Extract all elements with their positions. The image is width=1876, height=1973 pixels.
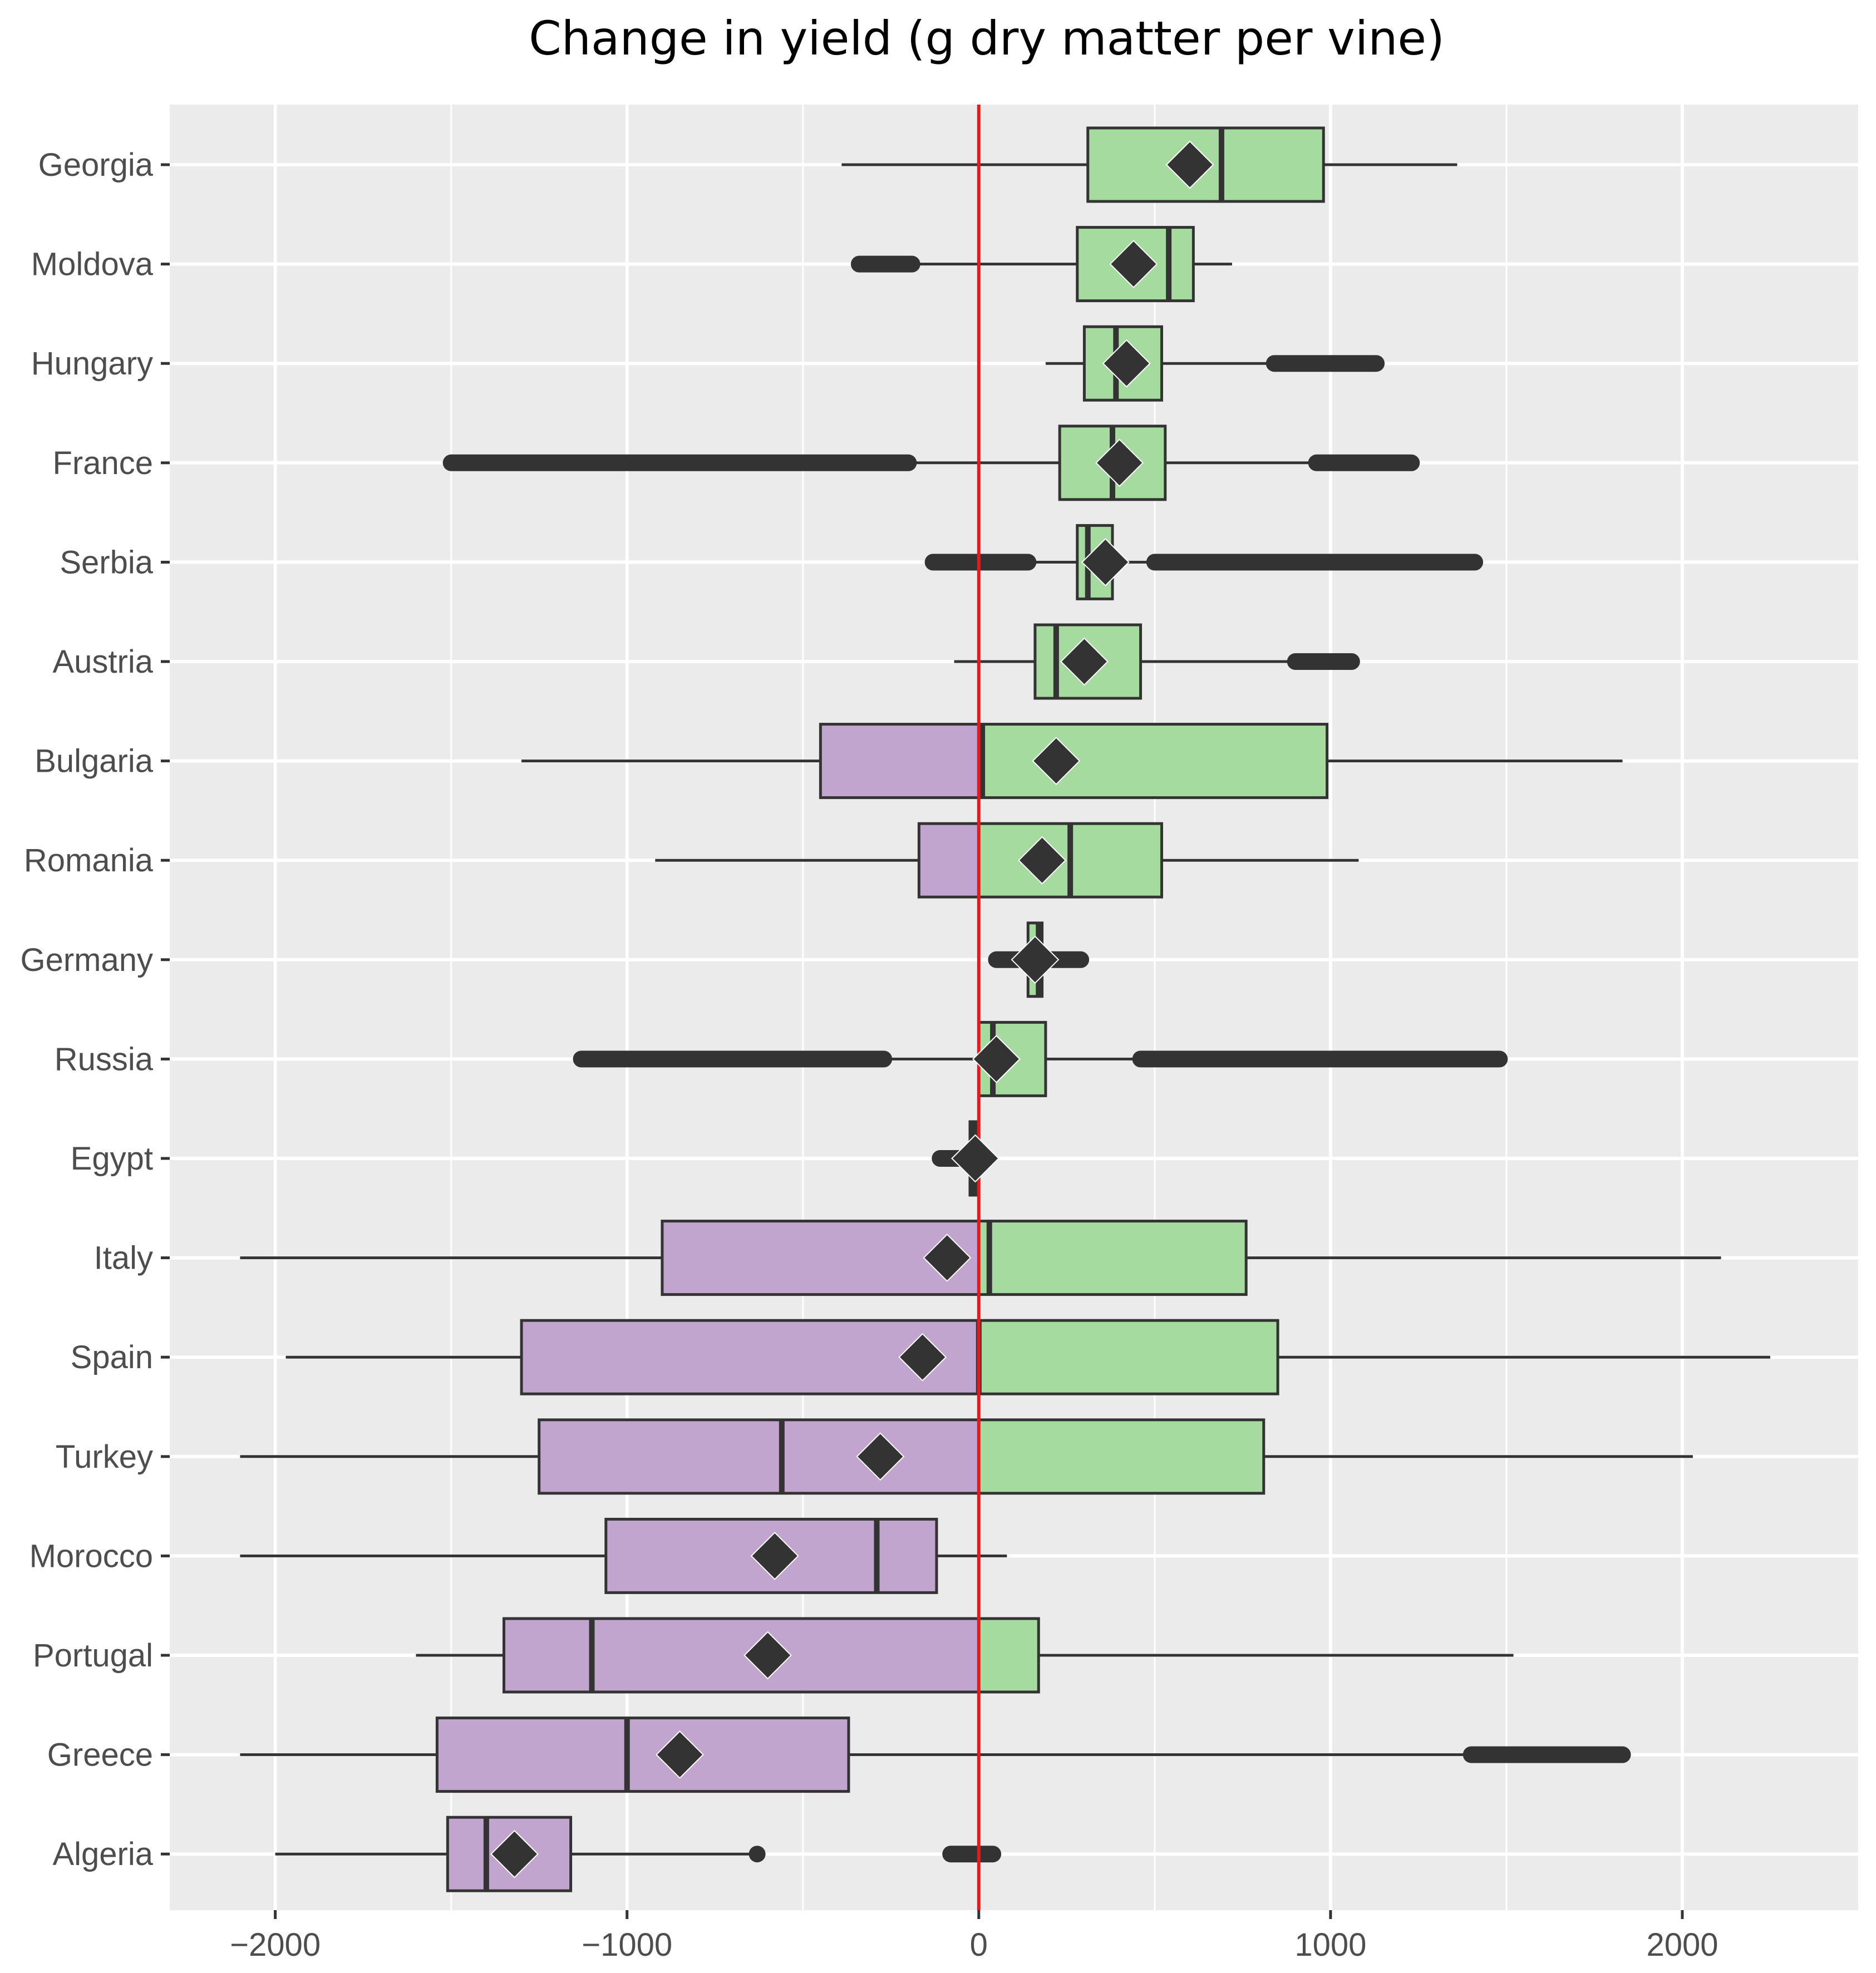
y-tick-label-portugal: Portugal	[33, 1637, 153, 1674]
mean-marker-moldova	[1109, 240, 1158, 289]
mean-marker-russia	[972, 1034, 1021, 1083]
y-tick-label-serbia: Serbia	[60, 544, 153, 580]
x-tick-label: −2000	[230, 1927, 321, 1963]
box-spain	[285, 1319, 1770, 1395]
y-tick-label-spain: Spain	[71, 1339, 153, 1375]
mean-marker-italy	[923, 1234, 972, 1283]
mean-marker-egypt	[951, 1134, 999, 1183]
box-positive-fill	[978, 1221, 1247, 1295]
box-positive-fill	[978, 724, 1327, 798]
box-algeria	[275, 1816, 1002, 1892]
boxes-layer	[240, 126, 1770, 1892]
y-tick-label-morocco: Morocco	[29, 1538, 153, 1574]
box-outline	[661, 1220, 1248, 1296]
mean-marker-serbia	[1081, 537, 1130, 586]
x-tick-label: 1000	[1294, 1927, 1366, 1963]
mean-marker-algeria	[490, 1829, 539, 1878]
y-tick-label-greece: Greece	[47, 1737, 153, 1773]
mean-marker-morocco	[750, 1531, 799, 1580]
mean-marker-hungary	[1102, 339, 1151, 388]
box-outline	[520, 1319, 1279, 1395]
box-outline	[502, 1617, 1040, 1694]
y-tick-label-france: France	[52, 445, 153, 481]
y-tick-label-hungary: Hungary	[31, 346, 153, 382]
mean-marker-bulgaria	[1032, 737, 1081, 786]
y-tick-label-italy: Italy	[94, 1240, 153, 1276]
means-layer	[490, 140, 1214, 1878]
box-positive-fill	[978, 1419, 1264, 1493]
box-outline	[1033, 623, 1143, 700]
y-tick-label-bulgaria: Bulgaria	[35, 743, 154, 780]
mean-marker-romania	[1018, 836, 1066, 885]
box-negative-fill	[437, 1718, 849, 1792]
y-tick-label-austria: Austria	[52, 644, 153, 680]
box-negative-fill	[539, 1419, 979, 1493]
y-tick-label-algeria: Algeria	[52, 1836, 153, 1872]
x-tick-label: 0	[970, 1927, 988, 1963]
mean-marker-germany	[1011, 935, 1060, 984]
box-positive-fill	[978, 1619, 1039, 1692]
mean-marker-france	[1095, 438, 1144, 487]
box-moldova	[850, 226, 1232, 303]
box-portugal	[416, 1617, 1514, 1694]
box-outline	[1076, 226, 1195, 303]
box-greece	[240, 1716, 1631, 1793]
box-outline	[1082, 325, 1163, 402]
box-outline	[435, 1716, 850, 1793]
box-outline	[604, 1517, 938, 1594]
y-tick-label-russia: Russia	[55, 1041, 154, 1077]
mean-marker-georgia	[1165, 140, 1214, 189]
chart-title: Change in yield (g dry matter per vine)	[529, 11, 1445, 66]
x-tick-label: 2000	[1646, 1927, 1718, 1963]
y-tick-label-georgia: Georgia	[38, 147, 154, 183]
box-negative-fill	[504, 1619, 979, 1692]
y-tick-label-germany: Germany	[20, 942, 153, 978]
y-tick-label-egypt: Egypt	[71, 1141, 153, 1177]
y-tick-label-romania: Romania	[24, 842, 154, 879]
mean-marker-austria	[1060, 637, 1109, 686]
x-tick-label: −1000	[582, 1927, 672, 1963]
box-outline	[819, 723, 1329, 800]
axes-layer: Georgia Moldova Hungary France Serbia Austria…	[20, 147, 1718, 1963]
y-tick-label-turkey: Turkey	[56, 1439, 153, 1475]
box-outline	[1086, 126, 1325, 203]
mean-marker-spain	[898, 1333, 947, 1382]
box-romania	[655, 822, 1359, 899]
box-negative-fill	[919, 823, 979, 897]
y-tick-label-moldova: Moldova	[31, 246, 154, 283]
box-positive-fill	[978, 1320, 1278, 1394]
mean-marker-portugal	[743, 1631, 792, 1680]
box-negative-fill	[820, 724, 979, 798]
box-turkey	[240, 1418, 1693, 1495]
box-outline	[917, 822, 1163, 899]
mean-marker-turkey	[856, 1432, 905, 1481]
mean-marker-greece	[656, 1730, 704, 1779]
box-outline	[538, 1418, 1266, 1495]
box-outline	[446, 1816, 573, 1892]
